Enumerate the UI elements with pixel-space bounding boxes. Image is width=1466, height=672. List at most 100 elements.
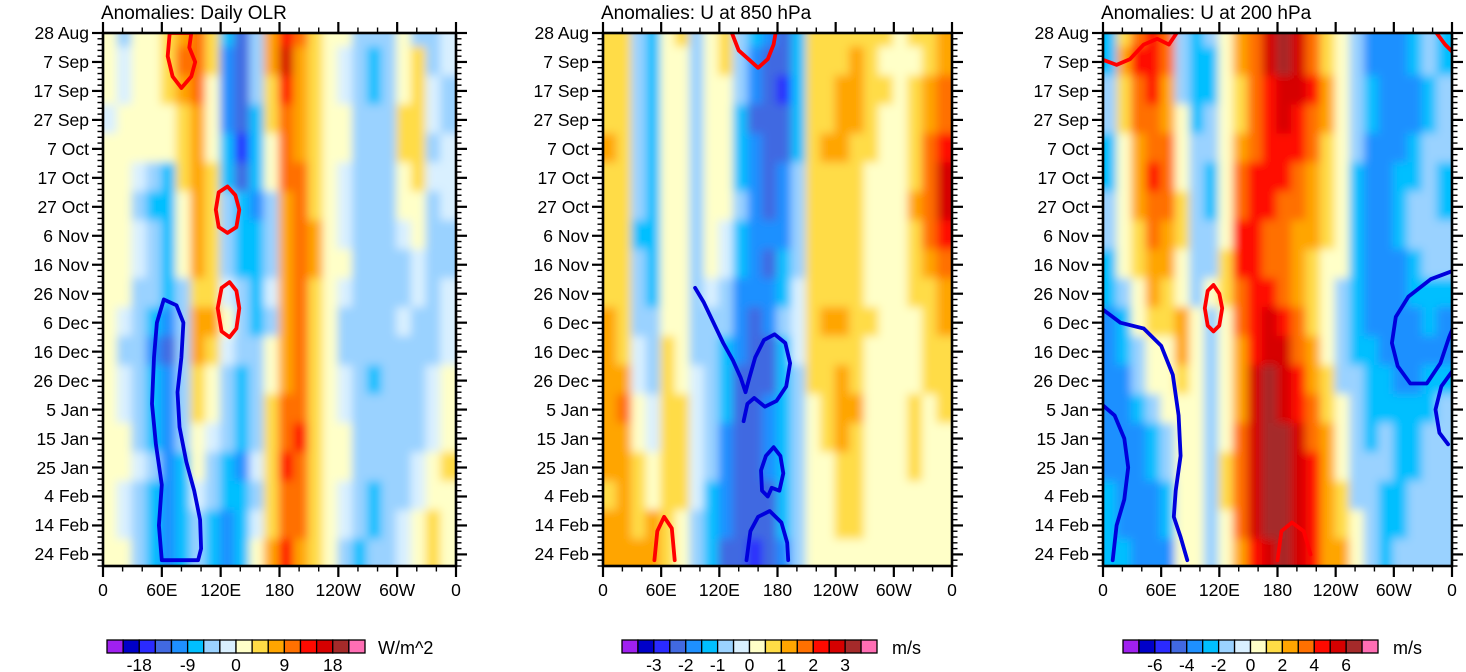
y-tick-label: 16 Nov bbox=[533, 254, 589, 275]
y-tick-label: 6 Dec bbox=[43, 312, 89, 333]
y-tick-label: 17 Sep bbox=[533, 80, 589, 101]
x-tick-label: 60E bbox=[146, 580, 178, 600]
x-tick-label: 180 bbox=[264, 580, 295, 600]
y-tick-label: 28 Aug bbox=[34, 23, 90, 43]
plot-area-0 bbox=[92, 22, 467, 577]
colorbar-tick-label: -2 bbox=[1210, 655, 1227, 672]
y-tick-label: 17 Sep bbox=[1033, 80, 1089, 101]
x-tick-label: 60W bbox=[875, 580, 912, 600]
colorbar-tick-label: -4 bbox=[1178, 655, 1195, 672]
y-tick-label: 5 Jan bbox=[546, 399, 589, 420]
y-tick-label: 25 Jan bbox=[536, 457, 589, 478]
y-tick-label: 17 Oct bbox=[1037, 167, 1089, 188]
y-tick-label: 28 Aug bbox=[534, 23, 590, 43]
colorbar-tick-label: -1 bbox=[709, 655, 726, 672]
x-tick-label: 120W bbox=[315, 580, 362, 600]
y-tick-label: 14 Feb bbox=[34, 515, 89, 536]
y-tick-label: 27 Oct bbox=[37, 196, 89, 217]
y-tick-label: 6 Dec bbox=[1043, 312, 1089, 333]
colorbar-tick-label: -6 bbox=[1147, 655, 1163, 672]
y-tick-label: 27 Oct bbox=[537, 196, 589, 217]
x-tick-label: 180 bbox=[762, 580, 793, 600]
y-tick-label: 16 Dec bbox=[33, 341, 89, 362]
x-tick-label: 120W bbox=[812, 580, 859, 600]
colorbar-tick-label: 2 bbox=[808, 655, 819, 672]
x-tick-label: 60W bbox=[1375, 580, 1412, 600]
y-tick-label: 17 Sep bbox=[33, 80, 89, 101]
x-tick-label: 120E bbox=[1198, 580, 1240, 600]
y-tick-label: 26 Dec bbox=[33, 370, 89, 391]
y-tick-label: 27 Oct bbox=[1037, 196, 1089, 217]
y-tick-label: 16 Dec bbox=[1033, 341, 1089, 362]
y-tick-label: 14 Feb bbox=[534, 515, 589, 536]
colorbar-tick-label: 18 bbox=[323, 655, 343, 672]
x-tick-label: 0 bbox=[98, 580, 108, 600]
colorbar-tick-label: -18 bbox=[126, 655, 152, 672]
x-tick-label: 120E bbox=[698, 580, 740, 600]
x-tick-label: 60W bbox=[379, 580, 416, 600]
y-tick-label: 5 Jan bbox=[46, 399, 89, 420]
y-tick-label: 17 Oct bbox=[537, 167, 589, 188]
y-tick-label: 7 Oct bbox=[1047, 138, 1089, 159]
x-tick-label: 60E bbox=[1145, 580, 1177, 600]
y-tick-label: 27 Sep bbox=[33, 109, 89, 130]
y-tick-label: 7 Sep bbox=[543, 51, 589, 72]
y-tick-label: 25 Jan bbox=[36, 457, 89, 478]
plot-area-2 bbox=[1092, 22, 1463, 577]
y-tick-label: 16 Dec bbox=[533, 341, 589, 362]
y-tick-label: 7 Oct bbox=[547, 138, 589, 159]
colorbar-unit-u850: m/s bbox=[892, 638, 921, 658]
colorbar-tick-label: 1 bbox=[776, 655, 787, 672]
x-tick-label: 60E bbox=[645, 580, 677, 600]
colorbar-tick-label: 0 bbox=[1245, 655, 1256, 672]
colorbar-tick-label: 0 bbox=[744, 655, 755, 672]
y-tick-label: 6 Nov bbox=[43, 225, 89, 246]
y-tick-label: 15 Jan bbox=[536, 428, 589, 449]
colorbar-tick-label: 0 bbox=[231, 655, 241, 672]
x-tick-label: 120W bbox=[1312, 580, 1359, 600]
colorbar-tick-label: -3 bbox=[646, 655, 662, 672]
colorbar-unit-olr: W/m^2 bbox=[378, 638, 434, 658]
y-tick-label: 15 Jan bbox=[36, 428, 89, 449]
panel-title-u850: Anomalies: U at 850 hPa bbox=[601, 3, 812, 24]
y-tick-label: 26 Nov bbox=[1033, 283, 1089, 304]
colorbar-tick-label: -2 bbox=[677, 655, 694, 672]
y-tick-label: 24 Feb bbox=[34, 544, 89, 565]
y-tick-label: 26 Nov bbox=[533, 283, 589, 304]
y-tick-label: 27 Sep bbox=[1033, 109, 1089, 130]
y-tick-label: 26 Nov bbox=[33, 283, 89, 304]
y-tick-label: 16 Nov bbox=[1033, 254, 1089, 275]
colorbar-2 bbox=[1122, 639, 1379, 654]
x-tick-label: 0 bbox=[598, 580, 608, 600]
y-tick-label: 28 Aug bbox=[1034, 23, 1090, 43]
y-tick-label: 17 Oct bbox=[37, 167, 89, 188]
x-tick-label: 180 bbox=[1262, 580, 1293, 600]
y-tick-label: 4 Feb bbox=[544, 486, 589, 507]
y-tick-label: 24 Feb bbox=[1034, 544, 1089, 565]
panel-title-u200: Anomalies: U at 200 hPa bbox=[1101, 3, 1312, 24]
plot-area-1 bbox=[592, 22, 963, 577]
y-tick-label: 4 Feb bbox=[44, 486, 89, 507]
y-tick-label: 26 Dec bbox=[533, 370, 589, 391]
colorbar-tick-label: 2 bbox=[1277, 655, 1288, 672]
y-tick-label: 5 Jan bbox=[1046, 399, 1089, 420]
colorbar-tick-label: 3 bbox=[840, 655, 850, 672]
colorbar-tick-label: 6 bbox=[1341, 655, 1351, 672]
colorbar-unit-u200: m/s bbox=[1393, 638, 1422, 658]
colorbar-1 bbox=[621, 639, 878, 654]
x-tick-label: 0 bbox=[947, 580, 957, 600]
y-tick-label: 16 Nov bbox=[33, 254, 89, 275]
y-tick-label: 26 Dec bbox=[1033, 370, 1089, 391]
y-tick-label: 6 Dec bbox=[543, 312, 589, 333]
x-tick-label: 0 bbox=[451, 580, 461, 600]
y-tick-label: 15 Jan bbox=[1036, 428, 1089, 449]
x-tick-label: 0 bbox=[1098, 580, 1108, 600]
x-tick-label: 0 bbox=[1447, 580, 1457, 600]
colorbar-tick-label: 9 bbox=[279, 655, 290, 672]
y-tick-label: 14 Feb bbox=[1034, 515, 1089, 536]
colorbar-0 bbox=[106, 639, 366, 654]
y-tick-label: 24 Feb bbox=[534, 544, 589, 565]
colorbar-tick-label: -9 bbox=[179, 655, 196, 672]
y-tick-label: 7 Oct bbox=[47, 138, 89, 159]
